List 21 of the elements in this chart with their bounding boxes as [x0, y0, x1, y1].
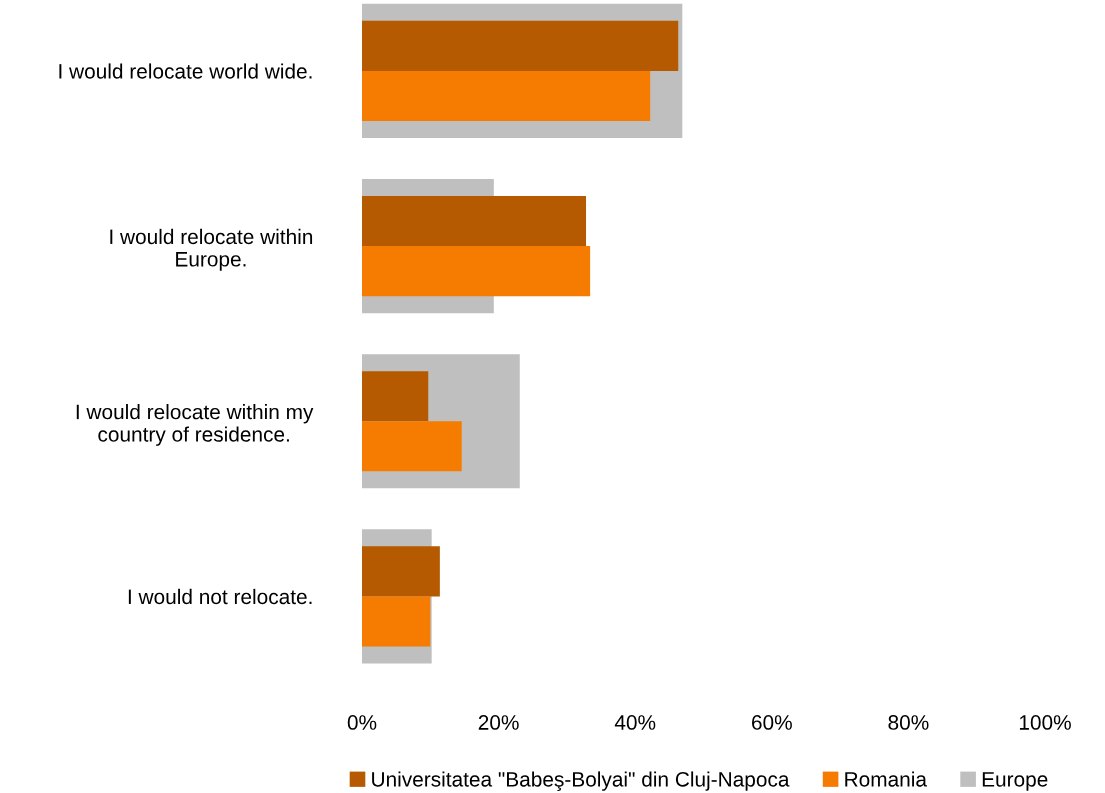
y-tick-label: I would relocate world wide.: [59, 63, 312, 79]
bar: [362, 20, 679, 71]
y-tick-label: I would not relocate.: [128, 588, 312, 605]
x-tick-label: 80%: [888, 715, 929, 730]
x-tick-label: 20%: [478, 715, 519, 730]
bar: [362, 546, 440, 597]
x-tick-label: 60%: [752, 715, 792, 730]
bar: [362, 421, 462, 472]
legend-label: Europe: [982, 772, 1048, 791]
legend-label: Romania: [845, 771, 927, 787]
y-tick-label: I would relocate within Europe.: [110, 228, 313, 271]
x-tick-label: 0%: [347, 715, 377, 730]
x-tick-label: 100%: [1019, 715, 1071, 730]
bar: [362, 196, 587, 247]
bar: [362, 371, 429, 422]
y-tick-label: I would relocate within my country of residence.: [76, 404, 314, 446]
bar: [362, 246, 591, 297]
bar: [362, 70, 651, 122]
x-tick-label: 40%: [614, 715, 656, 730]
legend-label: Universitatea "Babeş-Bolyai" din Cluj-Napoca: [372, 771, 790, 791]
bar: [362, 596, 431, 647]
